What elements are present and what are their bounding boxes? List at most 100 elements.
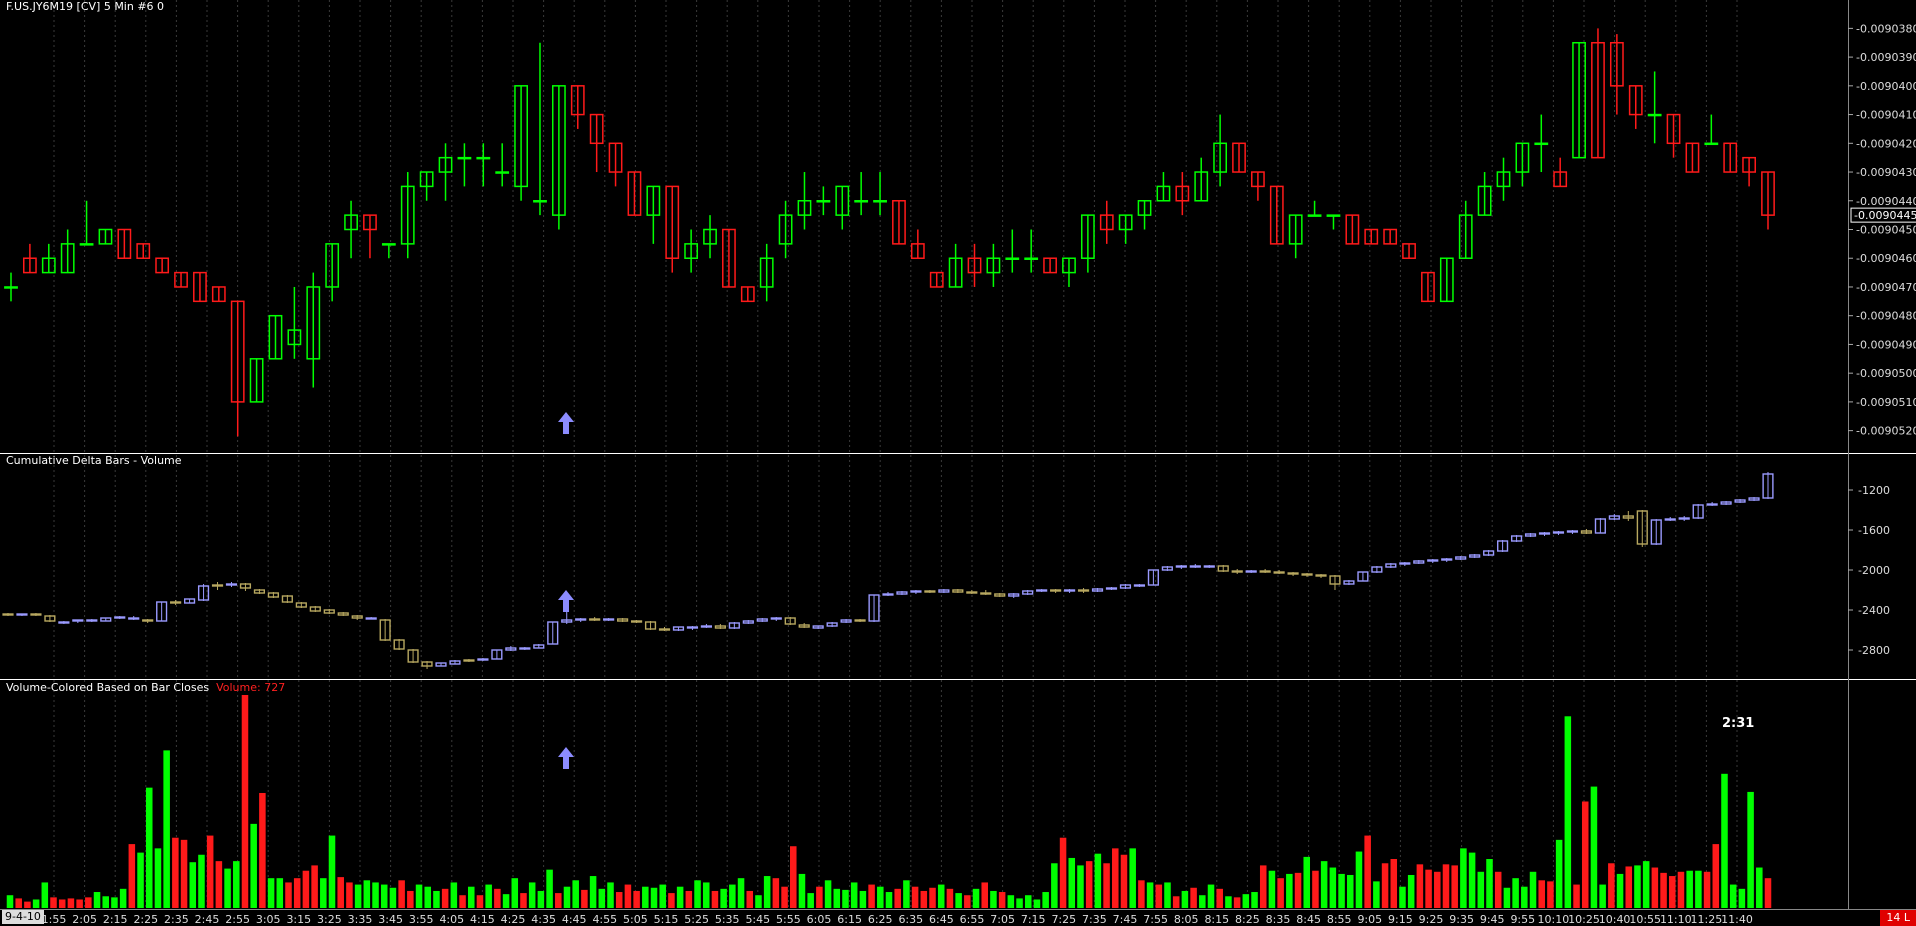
delta-bar	[1566, 530, 1579, 533]
delta-bar	[1008, 593, 1020, 597]
volume-bar	[1686, 870, 1693, 908]
price-tick-label: -0.0090440	[1856, 195, 1916, 208]
delta-bar	[1357, 571, 1369, 582]
date-label: 9-4-10	[2, 910, 44, 924]
delta-bar	[1636, 510, 1648, 545]
price-candle	[1175, 185, 1190, 202]
delta-bar	[1259, 570, 1271, 573]
price-candle	[1345, 214, 1360, 245]
delta-bar	[1371, 566, 1383, 573]
time-tick-label: 11:25	[1691, 913, 1723, 926]
volume-bar	[363, 880, 371, 908]
volume-bar	[1581, 801, 1589, 908]
delta-bar	[1483, 550, 1495, 556]
price-candle	[306, 286, 321, 360]
volume-bar	[1329, 867, 1337, 908]
status-badge[interactable]: 14 L	[1880, 910, 1916, 926]
volume-bar	[1155, 884, 1163, 908]
delta-bar	[756, 618, 768, 622]
delta-bar	[128, 617, 140, 620]
time-tick-label: 3:55	[409, 913, 434, 926]
delta-bar	[323, 609, 335, 614]
volume-bar	[772, 878, 780, 908]
time-tick-label: 6:25	[868, 913, 893, 926]
delta-bar	[980, 592, 992, 595]
volume-bar	[1225, 896, 1232, 908]
price-candle	[929, 271, 944, 288]
time-tick-label: 5:05	[623, 913, 648, 926]
delta-bar	[281, 595, 293, 603]
volume-bar	[1059, 837, 1067, 908]
volume-bar	[1251, 892, 1258, 908]
time-tick-label: 3:15	[286, 913, 311, 926]
signal-arrow-up-icon	[558, 412, 574, 434]
volume-bar	[380, 884, 388, 908]
time-tick-label: 10:25	[1568, 913, 1600, 926]
volume-bar	[102, 896, 109, 908]
volume-bar	[824, 880, 832, 908]
volume-bar	[1112, 848, 1119, 908]
volume-bar	[1068, 857, 1076, 908]
price-candle	[665, 185, 680, 259]
delta-bar	[1399, 562, 1411, 565]
price-candle	[1307, 214, 1322, 217]
price-candle	[400, 185, 415, 245]
volume-bar	[119, 888, 127, 908]
delta-bar	[449, 660, 461, 665]
volume-bar	[624, 884, 632, 908]
price-candle	[1704, 142, 1719, 146]
volume-bar	[302, 870, 310, 908]
volume-bar	[337, 877, 344, 908]
time-tick-label: 8:25	[1235, 913, 1260, 926]
volume-bar	[311, 865, 318, 908]
time-tick-label: 7:05	[990, 913, 1015, 926]
volume-bar	[1764, 878, 1772, 908]
time-tick-label: 4:45	[562, 913, 587, 926]
price-candle	[1383, 228, 1398, 245]
delta-bar	[840, 619, 852, 623]
volume-bar	[1312, 870, 1319, 908]
price-tick-label: -0.0090380	[1856, 22, 1916, 35]
volume-bar	[1451, 865, 1458, 908]
volume-bar	[476, 895, 484, 908]
price-tick-label: -0.0090400	[1856, 80, 1916, 93]
volume-bar	[1207, 884, 1215, 908]
delta-bar	[86, 619, 98, 622]
volume-bar	[668, 893, 675, 908]
price-candle	[1666, 113, 1681, 145]
volume-bar	[41, 882, 49, 908]
delta-bar	[170, 601, 182, 604]
delta-bar	[1077, 589, 1090, 592]
price-candle	[41, 257, 56, 274]
delta-bar	[491, 649, 503, 660]
volume-bar	[433, 890, 440, 908]
price-candle	[117, 228, 132, 259]
delta-bar	[211, 584, 224, 587]
price-tick-label: -0.0090490	[1856, 338, 1916, 351]
delta-bar	[854, 619, 866, 622]
price-candle	[495, 171, 510, 174]
volume-bar	[981, 882, 988, 908]
delta-tick-label: -2800	[1858, 644, 1890, 657]
price-candle	[1005, 257, 1020, 260]
volume-bar	[1703, 871, 1711, 908]
volume-bar	[24, 901, 31, 908]
price-candle	[608, 142, 623, 173]
price-candle	[1496, 171, 1511, 188]
volume-bar	[755, 895, 762, 908]
price-candle	[797, 200, 812, 216]
price-candle	[1364, 228, 1379, 245]
volume-bar	[172, 837, 179, 908]
price-candle	[174, 271, 188, 288]
volume-bar	[1503, 887, 1511, 908]
volume-bar	[911, 886, 919, 908]
delta-bar	[1063, 589, 1076, 592]
delta-bar	[295, 602, 307, 608]
volume-bar	[1442, 864, 1450, 908]
time-tick-label: 8:45	[1296, 913, 1321, 926]
volume-bar	[1338, 873, 1345, 908]
delta-bar	[1231, 570, 1243, 573]
time-tick-label: 6:55	[960, 913, 985, 926]
price-candle	[948, 257, 963, 288]
